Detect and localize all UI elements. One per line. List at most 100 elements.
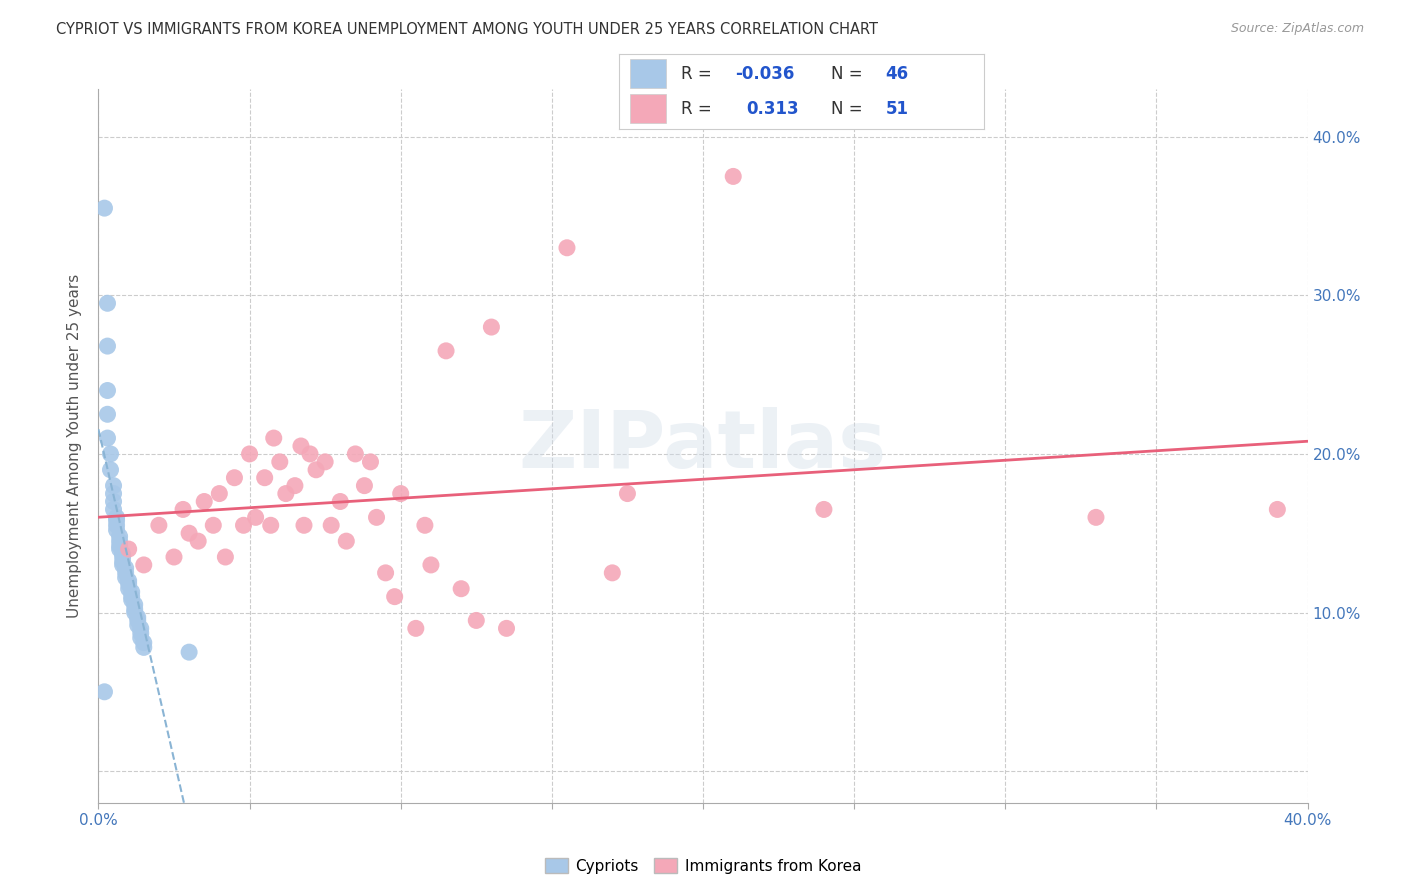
Legend: Cypriots, Immigrants from Korea: Cypriots, Immigrants from Korea [538,852,868,880]
Point [121,585,143,599]
Point [405,621,427,635]
Point [450,582,472,596]
Text: Source: ZipAtlas.com: Source: ZipAtlas.com [1230,22,1364,36]
Point [108,542,131,557]
Point [260,518,283,533]
Point [413,518,436,533]
Point [214,549,236,564]
Point [1085,510,1108,524]
Text: N =: N = [831,65,862,83]
Point [245,510,267,524]
Text: -0.036: -0.036 [735,65,794,83]
Point [179,526,201,541]
Point [163,549,186,564]
Point [93,201,115,215]
Point [124,606,146,620]
Text: N =: N = [831,100,862,118]
Y-axis label: Unemployment Among Youth under 25 years: Unemployment Among Youth under 25 years [67,274,83,618]
Text: R =: R = [681,65,711,83]
Point [96,384,118,398]
Point [96,407,118,421]
Point [813,502,835,516]
Point [148,518,170,533]
Point [124,598,146,612]
Point [132,640,155,655]
Point [103,486,125,500]
Text: R =: R = [681,100,711,118]
Point [105,510,128,524]
FancyBboxPatch shape [630,95,666,123]
Point [132,558,155,572]
Point [108,529,131,543]
Point [103,478,125,492]
Point [299,447,322,461]
Point [129,626,152,640]
Point [481,320,503,334]
Point [384,590,406,604]
Point [434,343,457,358]
Point [111,547,134,561]
Point [239,447,262,461]
Point [353,478,375,492]
Text: 0.313: 0.313 [747,100,799,118]
Point [118,542,141,557]
Point [100,463,122,477]
Point [127,614,149,628]
Point [305,463,328,477]
Point [208,486,231,500]
Point [103,502,125,516]
Point [114,561,136,575]
Point [103,494,125,508]
Point [93,685,115,699]
Point [118,574,141,588]
Point [495,621,517,635]
Point [263,431,285,445]
Text: 46: 46 [886,65,908,83]
Point [253,471,276,485]
Point [132,635,155,649]
Text: ZIPatlas: ZIPatlas [519,407,887,485]
Point [121,590,143,604]
Point [374,566,396,580]
Point [187,534,209,549]
Point [96,339,118,353]
Point [292,518,315,533]
Point [321,518,343,533]
Point [129,621,152,635]
Point [465,614,488,628]
Point [602,566,624,580]
Point [118,577,141,591]
Point [114,571,136,585]
Text: CYPRIOT VS IMMIGRANTS FROM KOREA UNEMPLOYMENT AMONG YOUTH UNDER 25 YEARS CORRELA: CYPRIOT VS IMMIGRANTS FROM KOREA UNEMPLO… [56,22,879,37]
FancyBboxPatch shape [630,59,666,87]
Point [121,592,143,607]
Point [224,471,246,485]
Point [124,602,146,616]
Point [96,431,118,445]
Point [111,558,134,572]
Point [232,518,254,533]
Point [366,510,388,524]
Point [329,494,352,508]
Point [389,486,412,500]
Point [335,534,357,549]
Point [284,478,307,492]
Point [555,241,578,255]
Point [172,502,194,516]
Point [290,439,312,453]
Text: 51: 51 [886,100,908,118]
Point [108,539,131,553]
Point [179,645,201,659]
Point [274,486,297,500]
Point [108,534,131,549]
Point [127,618,149,632]
Point [314,455,336,469]
Point [96,296,118,310]
Point [723,169,745,184]
Point [111,555,134,569]
Point [344,447,367,461]
Point [1267,502,1289,516]
Point [118,582,141,596]
Point [202,518,225,533]
Point [420,558,443,572]
